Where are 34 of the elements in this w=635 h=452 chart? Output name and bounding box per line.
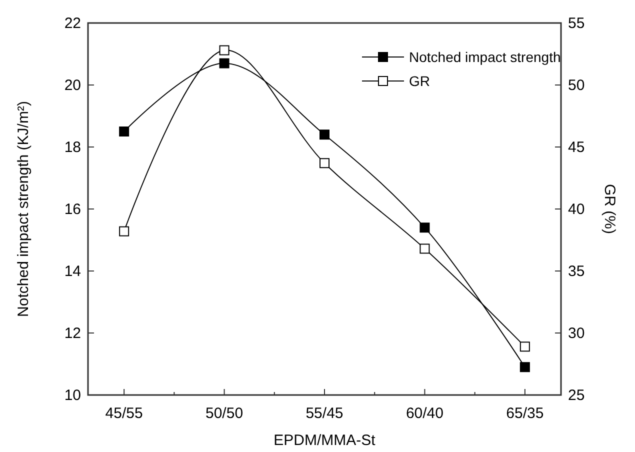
point bbox=[119, 226, 130, 236]
y2-tick-label: 30 bbox=[568, 325, 585, 342]
y-tick-label: 18 bbox=[64, 139, 81, 156]
x-tick-label: 60/40 bbox=[406, 405, 444, 422]
x-tick-label: 50/50 bbox=[206, 405, 244, 422]
y-tick-label: 14 bbox=[64, 263, 81, 280]
y-tick-label: 20 bbox=[64, 77, 81, 94]
x-tick-label: 55/45 bbox=[306, 405, 344, 422]
point bbox=[119, 126, 130, 136]
y2-axis-title: GR (%) bbox=[601, 184, 618, 234]
legend-label: GR bbox=[409, 73, 430, 89]
point bbox=[320, 158, 330, 168]
legend-label: Notched impact strength bbox=[409, 49, 561, 65]
point bbox=[520, 362, 530, 372]
y2-tick-label: 40 bbox=[568, 201, 585, 218]
y2-tick-label: 25 bbox=[568, 387, 585, 404]
y-tick-label: 10 bbox=[64, 387, 81, 404]
y-axis-title: Notched impact strength (KJ/m²) bbox=[15, 101, 32, 317]
point bbox=[520, 342, 530, 352]
point bbox=[219, 58, 230, 68]
x-tick-label: 65/35 bbox=[506, 405, 544, 422]
y2-tick-label: 50 bbox=[568, 77, 585, 94]
y-tick-label: 22 bbox=[64, 15, 81, 32]
point bbox=[320, 130, 330, 140]
x-tick-label: 45/55 bbox=[105, 405, 143, 422]
y2-tick-label: 35 bbox=[568, 263, 585, 280]
y2-tick-label: 45 bbox=[568, 139, 585, 156]
point bbox=[420, 222, 430, 233]
point bbox=[219, 45, 230, 56]
point bbox=[420, 244, 430, 254]
y-tick-label: 12 bbox=[64, 325, 81, 342]
y2-tick-label: 55 bbox=[568, 15, 585, 32]
x-axis-title: EPDM/MMA-St bbox=[274, 432, 376, 449]
y-tick-label: 16 bbox=[64, 201, 81, 218]
